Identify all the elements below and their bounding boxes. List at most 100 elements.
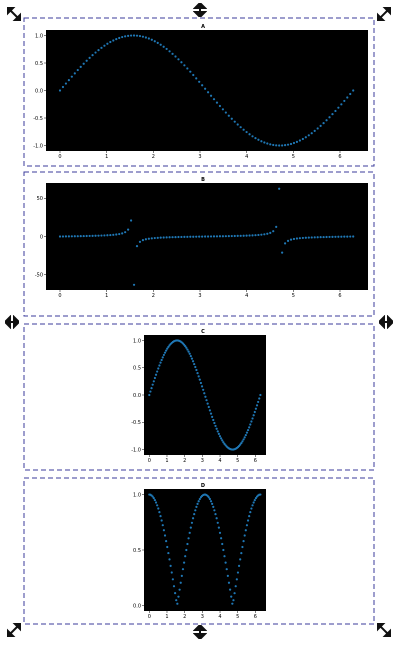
data-point bbox=[185, 548, 188, 552]
data-point bbox=[160, 519, 163, 522]
data-point bbox=[257, 138, 260, 141]
y-tick-label: 0.5 bbox=[133, 366, 141, 372]
y-tick-label: -50 bbox=[35, 273, 43, 279]
data-point bbox=[242, 540, 245, 543]
data-point bbox=[298, 237, 301, 240]
data-point bbox=[79, 235, 82, 238]
data-point bbox=[156, 370, 159, 373]
data-point bbox=[218, 235, 222, 238]
data-point bbox=[79, 65, 82, 68]
data-point bbox=[250, 420, 253, 423]
data-point bbox=[325, 235, 328, 239]
chart-title: C bbox=[201, 329, 205, 335]
data-point bbox=[313, 129, 316, 133]
data-point bbox=[135, 245, 139, 248]
data-point bbox=[212, 418, 215, 422]
data-point bbox=[233, 234, 236, 238]
data-point bbox=[196, 502, 199, 505]
x-tick-label: 1 bbox=[165, 458, 168, 464]
data-point bbox=[230, 117, 233, 120]
y-tick-label: 0 bbox=[40, 234, 43, 240]
data-point bbox=[251, 135, 254, 138]
diagonal-resize-icon bbox=[7, 623, 21, 637]
data-point bbox=[266, 142, 269, 145]
resize-handle-middle-right[interactable] bbox=[379, 315, 393, 329]
data-point bbox=[227, 235, 230, 238]
data-point bbox=[170, 571, 173, 574]
data-point bbox=[251, 234, 254, 237]
data-point bbox=[148, 393, 151, 397]
data-point bbox=[189, 70, 192, 73]
data-point bbox=[202, 388, 205, 391]
data-point bbox=[346, 235, 349, 238]
data-point bbox=[106, 234, 109, 237]
data-point bbox=[255, 404, 259, 407]
data-point bbox=[165, 349, 168, 352]
data-point bbox=[175, 599, 178, 602]
data-point bbox=[231, 602, 234, 605]
data-point bbox=[156, 236, 159, 239]
data-point bbox=[246, 519, 250, 522]
data-point bbox=[154, 373, 158, 376]
resize-handle-top-left[interactable] bbox=[7, 7, 21, 21]
resize-handle-bottom-center[interactable] bbox=[193, 625, 207, 639]
x-tick-label: 4 bbox=[218, 458, 221, 464]
resize-handle-bottom-left[interactable] bbox=[7, 623, 21, 637]
data-point bbox=[257, 400, 260, 404]
resize-handle-bottom-right[interactable] bbox=[377, 623, 391, 637]
data-point bbox=[316, 236, 319, 239]
data-point bbox=[161, 356, 164, 359]
x-tick-label: 2 bbox=[183, 614, 186, 620]
data-point bbox=[168, 558, 171, 561]
resize-handle-top-right[interactable] bbox=[377, 7, 391, 21]
data-point bbox=[166, 545, 169, 549]
data-point bbox=[153, 376, 157, 380]
data-point bbox=[307, 236, 310, 239]
data-point bbox=[244, 433, 247, 437]
data-point bbox=[61, 235, 65, 238]
resize-handle-top-center[interactable] bbox=[193, 3, 207, 17]
data-point bbox=[189, 355, 192, 358]
data-point bbox=[127, 34, 130, 37]
data-point bbox=[260, 140, 263, 143]
data-point bbox=[200, 385, 204, 388]
resize-handle-middle-left[interactable] bbox=[5, 315, 19, 329]
data-point bbox=[289, 238, 293, 241]
data-point bbox=[100, 234, 103, 237]
data-point bbox=[207, 405, 210, 409]
data-point bbox=[340, 103, 343, 106]
data-point bbox=[115, 233, 118, 236]
data-point bbox=[135, 34, 139, 37]
data-point bbox=[178, 588, 181, 591]
data-point bbox=[221, 439, 224, 442]
data-point bbox=[235, 578, 238, 581]
data-point bbox=[165, 47, 168, 51]
data-point bbox=[159, 236, 162, 239]
data-point bbox=[243, 436, 246, 439]
data-point bbox=[124, 231, 127, 234]
panel-frame-b bbox=[23, 171, 375, 317]
data-point bbox=[212, 98, 216, 101]
data-point bbox=[88, 234, 91, 238]
data-point bbox=[199, 381, 203, 385]
data-point bbox=[236, 571, 240, 574]
data-point bbox=[151, 383, 154, 386]
data-point bbox=[132, 283, 136, 286]
data-point bbox=[248, 426, 251, 429]
data-point bbox=[242, 128, 245, 131]
x-tick-label: 1 bbox=[165, 614, 168, 620]
data-point bbox=[167, 551, 170, 555]
data-point bbox=[115, 38, 118, 41]
x-tick-label: 3 bbox=[201, 458, 204, 464]
data-point bbox=[159, 361, 162, 364]
data-point bbox=[91, 54, 94, 57]
y-tick-label: 0.0 bbox=[133, 393, 141, 399]
x-tick-label: 0 bbox=[58, 293, 61, 299]
data-point bbox=[236, 234, 239, 237]
x-tick-label: 2 bbox=[152, 293, 155, 299]
data-point bbox=[343, 235, 346, 238]
y-tick-label: 0.5 bbox=[133, 548, 141, 554]
data-point bbox=[156, 41, 159, 44]
data-point bbox=[212, 505, 215, 508]
data-point bbox=[281, 251, 284, 254]
